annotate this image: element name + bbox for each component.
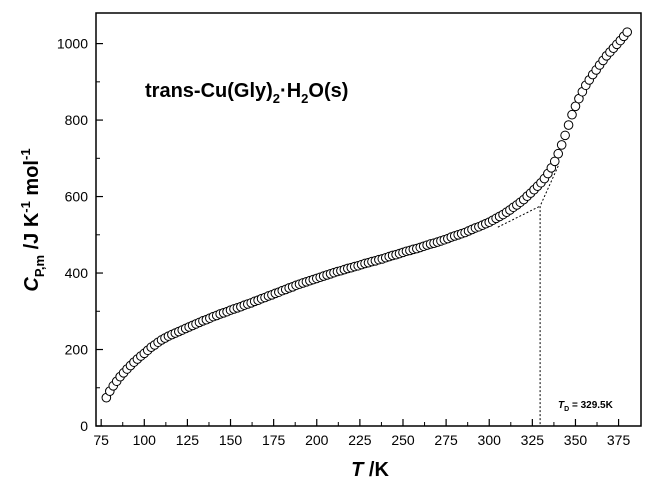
x-tick-label: 200 <box>305 432 329 448</box>
x-tick-label: 100 <box>133 432 157 448</box>
data-point <box>553 148 564 159</box>
x-tick-label: 125 <box>176 432 200 448</box>
x-axis-title: T /K <box>351 459 389 481</box>
fit-lines <box>497 165 559 426</box>
x-axis-ticks: 75 100 125 150 175 200 225 250 275 300 325 350 375 <box>93 419 630 448</box>
x-tick-label: 150 <box>219 432 243 448</box>
y-tick-label: 0 <box>80 418 88 434</box>
x-tick-label: 275 <box>434 432 458 448</box>
data-point <box>622 27 633 37</box>
plot-frame <box>95 12 642 427</box>
y-axis-ticks: 0 200 400 600 800 1000 <box>57 36 103 434</box>
x-tick-label: 375 <box>607 432 631 448</box>
y-tick-label: 800 <box>65 112 89 128</box>
data-points <box>101 27 633 403</box>
data-point <box>567 109 577 120</box>
data-point <box>570 101 581 112</box>
y-axis-title: CP,m /J K-1 mol-1 <box>18 148 47 291</box>
rise-extrapolation <box>539 165 559 207</box>
x-tick-label: 175 <box>262 432 286 448</box>
x-tick-label: 225 <box>348 432 372 448</box>
chart-title: trans-Cu(Gly)2·H2O(s) <box>145 80 348 106</box>
x-tick-label: 350 <box>564 432 588 448</box>
transition-label: TD = 329.5K <box>558 400 614 413</box>
data-point <box>560 130 570 141</box>
data-point <box>549 156 560 167</box>
x-tick-label: 325 <box>521 432 545 448</box>
data-point <box>563 120 574 130</box>
x-tick-label: 300 <box>478 432 502 448</box>
x-tick-label: 250 <box>391 432 415 448</box>
y-tick-label: 600 <box>65 189 89 205</box>
y-tick-label: 1000 <box>57 36 88 52</box>
data-point <box>556 140 567 150</box>
x-tick-label: 75 <box>93 432 109 448</box>
y-tick-label: 400 <box>65 265 89 281</box>
y-tick-label: 200 <box>65 342 89 358</box>
